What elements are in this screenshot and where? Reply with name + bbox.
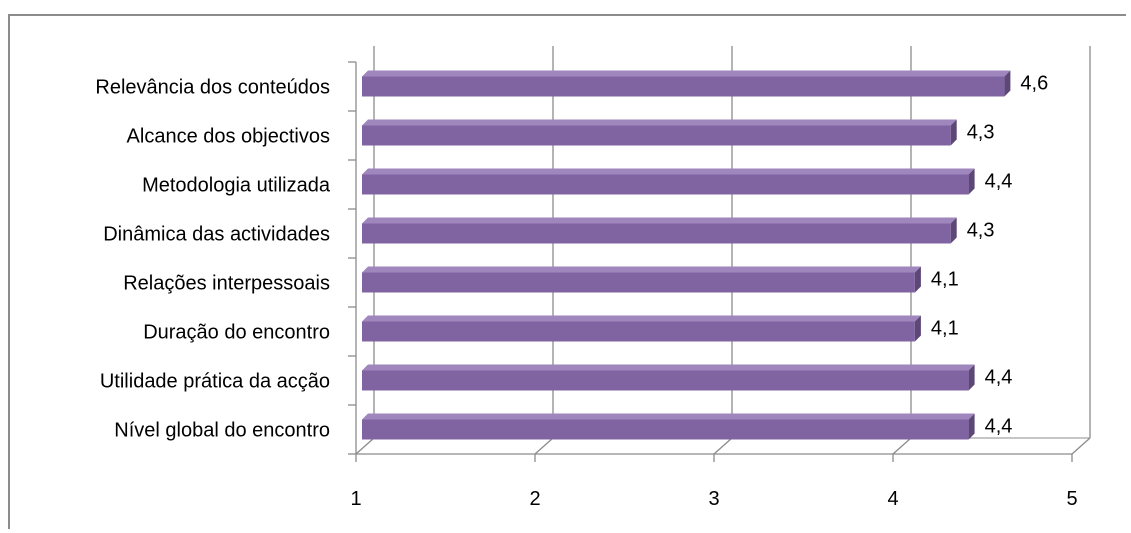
gridline-floor [892, 437, 912, 455]
bar-top-face [362, 70, 1011, 77]
bar [362, 76, 1005, 97]
bar-top-face [362, 266, 921, 273]
bar [362, 125, 951, 146]
bar [362, 370, 969, 391]
bar-end-face [950, 217, 957, 244]
gridline-floor [1071, 437, 1091, 455]
category-label: Alcance dos objectivos [127, 126, 330, 148]
data-label: 4,4 [985, 171, 1013, 193]
bar [362, 223, 951, 244]
gridline-floor [713, 437, 733, 455]
category-label: Nível global do encontro [114, 420, 330, 442]
bar-end-face [914, 315, 921, 342]
data-label: 4,4 [985, 416, 1013, 438]
data-label: 4,1 [931, 318, 959, 340]
bar [362, 321, 915, 342]
data-label: 4,6 [1020, 73, 1048, 95]
x-tick-label: 2 [529, 488, 540, 510]
bar-top-face [362, 217, 957, 224]
category-label: Metodologia utilizada [142, 175, 331, 197]
bar-end-face [914, 266, 921, 293]
x-tick-label: 3 [708, 488, 719, 510]
bar-top-face [362, 364, 975, 371]
bar-end-face [968, 364, 975, 391]
bar-top-face [362, 119, 957, 126]
bar [362, 174, 969, 195]
bar-top-face [362, 168, 975, 175]
bar-end-face [950, 119, 957, 146]
data-label: 4,4 [985, 367, 1013, 389]
category-label: Dinâmica das actividades [103, 224, 330, 246]
category-label: Utilidade prática da acção [100, 371, 330, 393]
gridline-floor [534, 437, 554, 455]
bar-end-face [1004, 70, 1011, 97]
bar [362, 419, 969, 440]
bar-end-face [968, 413, 975, 440]
category-label: Duração do encontro [143, 322, 330, 344]
x-tick-label: 1 [350, 488, 361, 510]
category-label: Relações interpessoais [123, 273, 330, 295]
bar-top-face [362, 413, 975, 420]
bar [362, 272, 915, 293]
x-tick-label: 4 [887, 488, 898, 510]
data-label: 4,3 [967, 122, 995, 144]
category-label: Relevância dos conteúdos [95, 77, 330, 99]
bar-top-face [362, 315, 921, 322]
gridline-floor [355, 437, 375, 455]
x-tick-label: 5 [1066, 488, 1077, 510]
bar-end-face [968, 168, 975, 195]
data-label: 4,3 [967, 220, 995, 242]
data-label: 4,1 [931, 269, 959, 291]
